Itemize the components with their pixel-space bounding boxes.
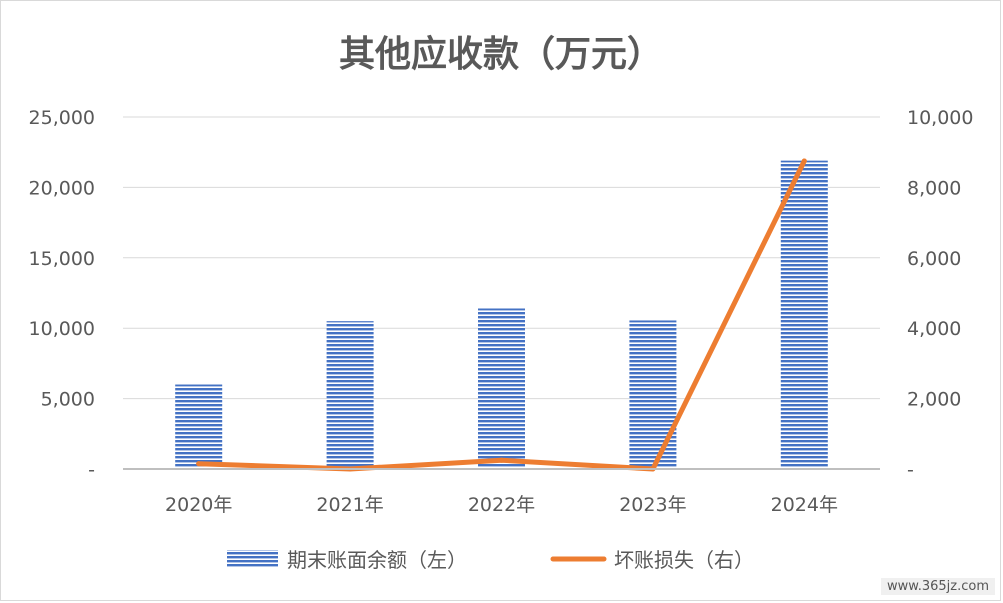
line-point xyxy=(196,461,202,467)
bar xyxy=(478,308,525,469)
line-point xyxy=(499,457,504,463)
left-tick-label: - xyxy=(88,459,95,481)
left-tick-label: 20,000 xyxy=(29,177,95,199)
bar xyxy=(326,321,374,469)
line-series xyxy=(196,158,807,472)
x-tick-label: 2024年 xyxy=(771,494,838,516)
x-tick-label: 2021年 xyxy=(316,494,383,516)
left-tick-label: 5,000 xyxy=(41,389,95,411)
right-tick-label: 6,000 xyxy=(907,248,961,270)
left-tick-label: 15,000 xyxy=(29,248,95,270)
x-tick-label: 2023年 xyxy=(619,494,686,516)
right-tick-label: 10,000 xyxy=(907,107,973,129)
legend-line-label: 坏账损失（右） xyxy=(614,548,754,572)
chart-title: 其他应收款（万元） xyxy=(339,34,663,75)
x-tick-label: 2022年 xyxy=(468,494,535,516)
bar xyxy=(629,320,677,469)
watermark: www.365jz.com xyxy=(881,578,995,595)
axes: - 5,000 10,000 15,000 20,000 25,000 - 2,000 4,00… xyxy=(29,107,974,516)
right-tick-label: 8,000 xyxy=(907,177,961,199)
bar-series xyxy=(175,160,828,469)
bar xyxy=(175,384,223,469)
left-tick-label: 10,000 xyxy=(29,318,95,340)
legend-bar-swatch xyxy=(227,550,278,568)
bar xyxy=(780,160,828,469)
right-tick-label: 2,000 xyxy=(907,389,961,411)
right-tick-label: 4,000 xyxy=(907,318,961,340)
left-tick-label: 25,000 xyxy=(29,107,95,129)
legend-bar-label: 期末账面余额（左） xyxy=(287,548,467,572)
gridlines xyxy=(123,116,880,400)
legend: 期末账面余额（左） 坏账损失（右） xyxy=(227,548,754,572)
line-point xyxy=(801,158,807,164)
x-tick-label: 2020年 xyxy=(165,494,232,516)
right-tick-label: - xyxy=(907,459,914,481)
